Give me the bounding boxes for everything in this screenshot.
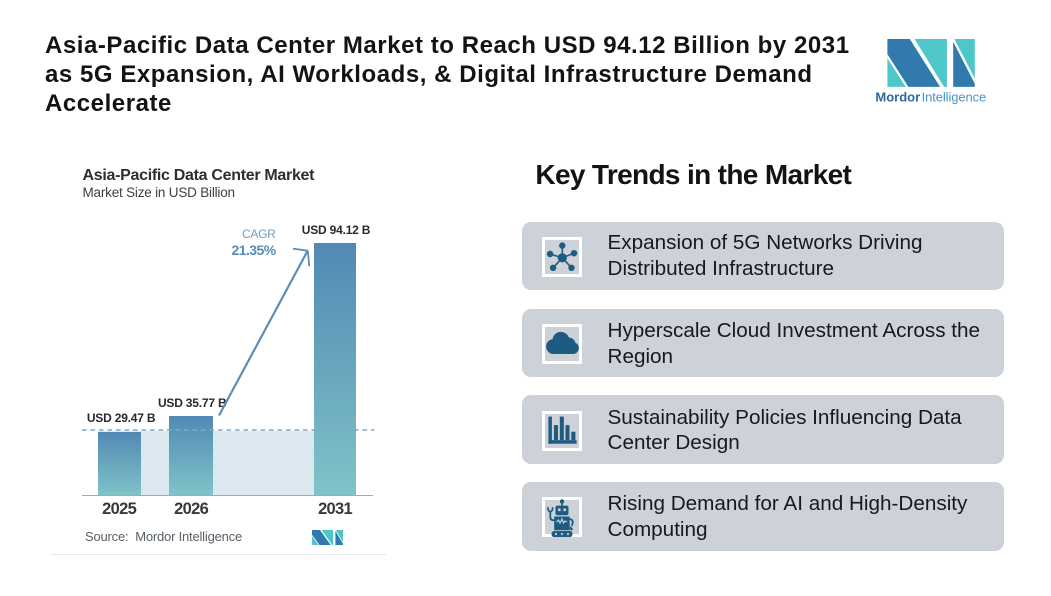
svg-text:Intelligence: Intelligence: [922, 89, 987, 104]
svg-text:Mordor: Mordor: [876, 89, 920, 104]
